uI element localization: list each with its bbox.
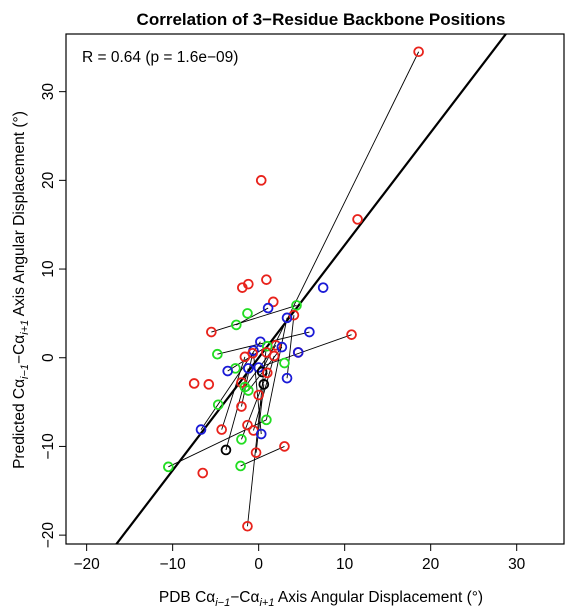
data-point-red — [413, 46, 424, 58]
x-label-suffix: Axis Angular Displacement (°) — [274, 589, 483, 606]
data-point-blue — [292, 347, 304, 358]
data-point-red — [288, 309, 300, 321]
data-point-red — [250, 447, 262, 458]
data-point-red — [237, 282, 248, 293]
y-label-sub1: i−1 — [19, 364, 31, 379]
data-point-red — [203, 379, 215, 390]
data-point-red — [346, 329, 357, 340]
data-point-red — [261, 367, 273, 379]
data-point-blue — [195, 424, 207, 435]
data-point-black — [256, 366, 268, 378]
x-label-mid: −Cα — [230, 589, 259, 606]
data-point-blue — [262, 302, 274, 314]
y-tick-label: 20 — [40, 171, 57, 189]
data-point-green — [279, 357, 290, 369]
plot-frame — [65, 33, 565, 545]
y-label-prefix: Predicted Cα — [11, 379, 28, 469]
data-point-red — [268, 350, 280, 362]
y-axis-label: Predicted Cαi−1−Cαi+1 Axis Angular Displ… — [11, 111, 31, 469]
y-tick-label: 0 — [40, 353, 57, 362]
x-tick-label: 20 — [422, 556, 440, 573]
connector-segment — [221, 356, 246, 430]
data-point-blue — [317, 282, 329, 293]
connector-segment — [286, 315, 295, 379]
connector-segment — [211, 304, 297, 333]
data-point-blue — [222, 365, 233, 377]
connector-segment — [253, 355, 275, 431]
data-point-green — [261, 340, 273, 352]
x-tick-label: 10 — [336, 556, 354, 573]
data-point-green — [235, 460, 246, 472]
data-point-blue — [281, 372, 293, 384]
data-point-red — [188, 378, 200, 389]
plot-marks — [115, 34, 508, 544]
data-point-red — [242, 520, 253, 532]
y-tick-label: −10 — [40, 433, 57, 460]
data-point-red — [216, 424, 227, 435]
plot-area — [65, 33, 565, 545]
reference-line — [115, 34, 508, 544]
connector-segment — [258, 334, 352, 368]
y-tick-label: 30 — [40, 83, 57, 101]
x-label-sub1: i−1 — [215, 597, 230, 609]
x-tick-label: −10 — [160, 556, 187, 573]
data-point-red — [255, 175, 267, 186]
data-point-blue — [281, 312, 293, 324]
data-point-red — [206, 326, 217, 338]
data-point-green — [212, 348, 223, 360]
y-tick-label: −20 — [40, 522, 57, 549]
data-point-red — [236, 401, 247, 412]
data-point-red — [197, 467, 209, 479]
connector-segment — [260, 51, 420, 373]
data-point-red — [253, 389, 264, 401]
y-label-sub2: i+1 — [19, 320, 31, 335]
data-point-green — [243, 385, 254, 396]
y-label-suffix: Axis Angular Displacement (°) — [11, 111, 28, 320]
data-point-green — [242, 308, 253, 319]
data-point-green — [261, 414, 272, 426]
connector-segment — [241, 372, 268, 440]
data-point-green — [163, 461, 174, 473]
data-point-green — [236, 434, 247, 445]
correlation-annotation: R = 0.64 (p = 1.6e−09) — [82, 49, 238, 66]
x-tick-label: 0 — [254, 556, 263, 573]
data-point-black — [220, 444, 232, 456]
data-point-blue — [304, 326, 315, 338]
y-label-mid: −Cα — [11, 335, 28, 364]
connector-segment — [236, 307, 269, 326]
data-point-blue — [255, 428, 267, 440]
connector-segment — [227, 345, 268, 372]
data-point-red — [352, 214, 363, 225]
data-point-green — [231, 319, 242, 331]
y-tick-label: 10 — [40, 260, 57, 278]
data-point-red — [267, 296, 279, 308]
x-tick-label: 30 — [508, 556, 526, 573]
x-label-prefix: PDB Cα — [159, 589, 215, 606]
connector-segment — [240, 446, 285, 467]
data-point-red — [279, 441, 290, 452]
data-point-green — [212, 399, 224, 411]
connector-segment — [265, 317, 288, 420]
chart-title: Correlation of 3−Residue Backbone Positi… — [137, 10, 506, 29]
data-point-red — [239, 351, 251, 363]
data-point-green — [291, 300, 302, 311]
x-label-sub2: i+1 — [259, 597, 274, 609]
data-point-red — [261, 274, 272, 285]
data-point-blue — [276, 341, 288, 353]
data-point-blue — [243, 363, 254, 374]
data-point-black — [258, 379, 270, 390]
data-point-red — [242, 419, 253, 431]
x-axis-label: PDB Cαi−1−Cαi+1 Axis Angular Displacemen… — [159, 589, 483, 609]
x-tick-label: −20 — [73, 556, 100, 573]
connector-segment — [241, 353, 254, 407]
